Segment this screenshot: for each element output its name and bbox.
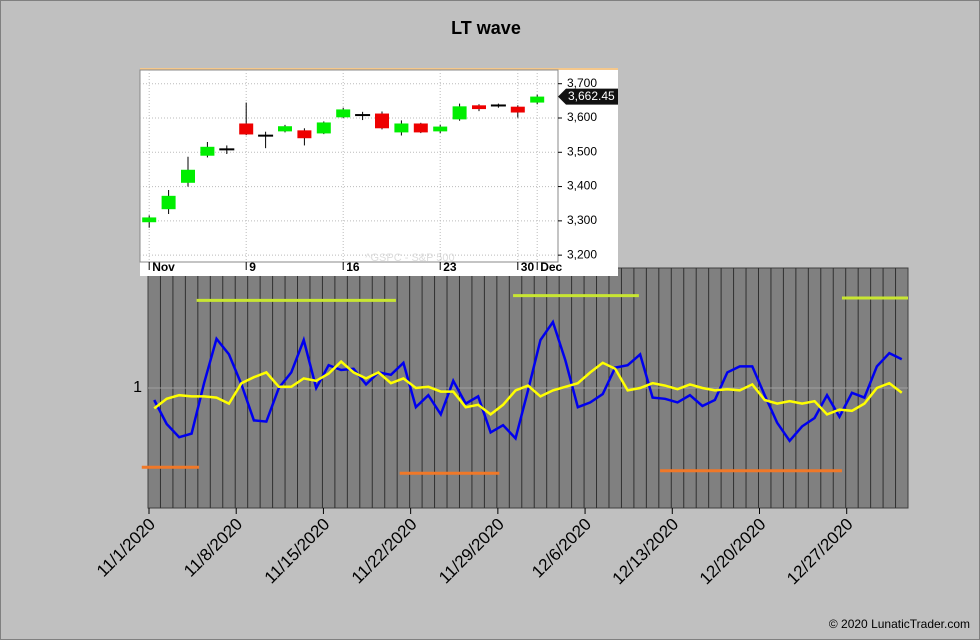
y-tick-label: 3,400 <box>567 179 597 193</box>
y-tick-label: 3,600 <box>567 110 597 124</box>
candle-body <box>200 146 215 156</box>
inset-plot <box>139 69 559 263</box>
candle-body <box>142 217 157 223</box>
watermark: ^GSPC - S&P 500 <box>365 252 454 264</box>
candle-body <box>375 113 389 129</box>
y-tick-label: 3,200 <box>567 247 597 261</box>
candle-body <box>355 114 371 117</box>
candle-body <box>336 109 351 118</box>
candle-body <box>530 96 545 103</box>
last-price-label: 3,662.45 <box>568 89 615 103</box>
y-tick-label: 3,700 <box>567 76 597 90</box>
candle-body <box>258 134 274 137</box>
x-tick-label: 23 <box>443 260 457 274</box>
candle-body <box>433 126 448 132</box>
candle-body <box>394 123 409 133</box>
candle-body <box>239 123 254 135</box>
series-line <box>153 359 903 416</box>
candle-body <box>316 122 331 134</box>
x-tick-label: 16 <box>346 260 360 274</box>
candle-body <box>181 169 195 183</box>
x-tick-label: 9 <box>249 260 256 274</box>
y-tick-label: 3,300 <box>567 213 597 227</box>
candle-body <box>510 106 525 113</box>
inset-panel <box>140 68 618 276</box>
chart-title: LT wave <box>451 18 521 38</box>
last-price-tag <box>558 88 618 105</box>
y-tick-label: 1 <box>133 379 142 396</box>
footer: © 2020 LunaticTrader.com <box>829 617 970 631</box>
candle-body <box>413 123 428 133</box>
candle-body <box>161 195 176 210</box>
candle-body <box>490 104 506 107</box>
candle-body <box>452 106 467 120</box>
y-tick-label: 3,500 <box>567 144 597 158</box>
candle-body <box>472 105 486 110</box>
x-tick-label: Nov <box>152 260 175 274</box>
x-tick-label: Dec <box>540 260 562 274</box>
candle-body <box>278 126 292 132</box>
x-tick-label: 30 <box>521 260 535 274</box>
candle-body <box>297 130 312 139</box>
candle-body <box>219 148 235 151</box>
